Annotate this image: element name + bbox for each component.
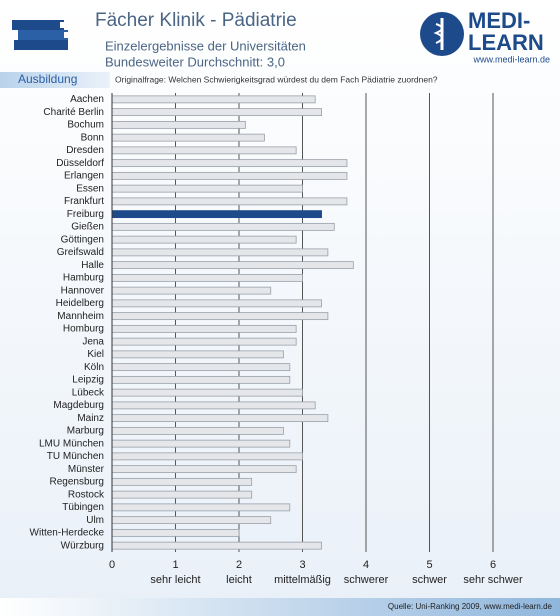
x-tick-label: 4 (363, 559, 369, 571)
scale-label: sehr leicht (150, 574, 200, 586)
scale-label: sehr schwer (463, 574, 523, 586)
tab: Ausbildung (18, 72, 77, 86)
question: Originalfrage: Welchen Schwierigkeitsgra… (115, 74, 438, 84)
y-tick-label: Rostock (68, 489, 105, 500)
bar (111, 248, 329, 257)
bar (111, 108, 322, 117)
y-tick-label: Lübeck (72, 387, 105, 398)
y-tick-label: Bochum (67, 120, 104, 131)
x-tick-label: 6 (490, 559, 496, 571)
footer-bg (0, 598, 560, 616)
bar (111, 375, 291, 384)
bar (111, 235, 297, 244)
y-tick-label: Homburg (63, 324, 104, 335)
y-tick-label: Halle (81, 260, 104, 271)
y-tick-label: Leipzig (72, 375, 104, 386)
bar (111, 503, 291, 512)
scale-label: mittelmäßig (274, 574, 331, 586)
title: Fächer Klinik - Pädiatrie (95, 10, 297, 31)
bar (111, 312, 329, 321)
bar (111, 273, 303, 282)
bar (111, 337, 297, 346)
y-tick-label: Jena (82, 336, 104, 347)
y-tick-label: Göttingen (61, 234, 104, 245)
y-tick-label: Köln (84, 362, 104, 373)
average: Bundesweiter Durchschnitt: 3,0 (105, 54, 285, 69)
bar (111, 120, 246, 129)
y-tick-label: Magdeburg (53, 400, 104, 411)
bar (111, 465, 297, 474)
bar (111, 426, 284, 435)
logo-text: MEDI- (468, 8, 530, 33)
bar (111, 159, 348, 168)
x-tick-label: 1 (172, 559, 178, 571)
y-tick-label: Mannheim (57, 311, 104, 322)
y-tick-label: Hamburg (63, 273, 104, 284)
bar (111, 95, 316, 104)
bar (111, 133, 265, 142)
y-tick-label: TU München (47, 451, 104, 462)
y-tick-label: LMU München (39, 438, 104, 449)
bar (111, 210, 322, 219)
x-tick-label: 2 (236, 559, 242, 571)
bar (111, 490, 253, 499)
y-tick-label: Witten-Herdecke (30, 528, 105, 539)
scale-label: leicht (226, 574, 252, 586)
bar (111, 261, 354, 270)
y-tick-label: Ulm (86, 515, 104, 526)
bar (111, 541, 322, 550)
y-tick-label: Tübingen (62, 502, 104, 513)
bar (111, 528, 240, 537)
x-tick-label: 3 (299, 559, 305, 571)
bar (111, 477, 253, 486)
bar (111, 299, 322, 308)
logo-url: www.medi-learn.de (472, 54, 550, 64)
y-tick-label: Regensburg (50, 477, 104, 488)
logo-text: LEARN (468, 30, 544, 55)
bar (111, 401, 316, 410)
y-tick-label: Greifswald (57, 247, 104, 258)
bar (111, 286, 272, 295)
bar (111, 516, 272, 525)
bar (111, 414, 329, 423)
y-tick-label: Heidelberg (56, 298, 104, 309)
y-tick-label: Würzburg (61, 540, 104, 551)
bar (111, 324, 297, 333)
source: Quelle: Uni-Ranking 2009, www.medi-learn… (388, 602, 553, 611)
bar (111, 197, 348, 206)
scale-label: schwerer (344, 574, 389, 586)
bar (111, 222, 335, 231)
bar (111, 350, 284, 359)
x-tick-label: 0 (109, 559, 115, 571)
logo: MEDI- LEARN www.medi-learn.de (420, 8, 550, 64)
bar (111, 363, 291, 372)
bar (111, 184, 303, 193)
y-tick-label: Aachen (70, 94, 104, 105)
y-tick-label: Münster (68, 464, 105, 475)
y-tick-label: Mainz (77, 413, 104, 424)
y-tick-label: Hannover (61, 285, 105, 296)
book-icon (12, 20, 68, 50)
y-tick-label: Freiburg (67, 209, 104, 220)
y-tick-label: Bonn (81, 132, 104, 143)
y-tick-label: Düsseldorf (56, 158, 104, 169)
y-tick-label: Marburg (67, 426, 104, 437)
y-tick-label: Kiel (87, 349, 104, 360)
tab-bg (0, 72, 110, 88)
subtitle: Einzelergebnisse der Universitäten (105, 38, 306, 53)
y-tick-label: Gießen (71, 222, 104, 233)
y-tick-label: Frankfurt (64, 196, 104, 207)
y-tick-label: Dresden (66, 145, 104, 156)
scale-label: schwer (412, 574, 447, 586)
bar (111, 439, 291, 448)
bar (111, 146, 297, 155)
y-tick-label: Charité Berlin (43, 107, 104, 118)
bar (111, 452, 303, 461)
y-tick-label: Essen (76, 183, 104, 194)
y-tick-label: Erlangen (64, 171, 104, 182)
bar (111, 171, 348, 180)
bar (111, 388, 303, 397)
x-tick-label: 5 (426, 559, 432, 571)
